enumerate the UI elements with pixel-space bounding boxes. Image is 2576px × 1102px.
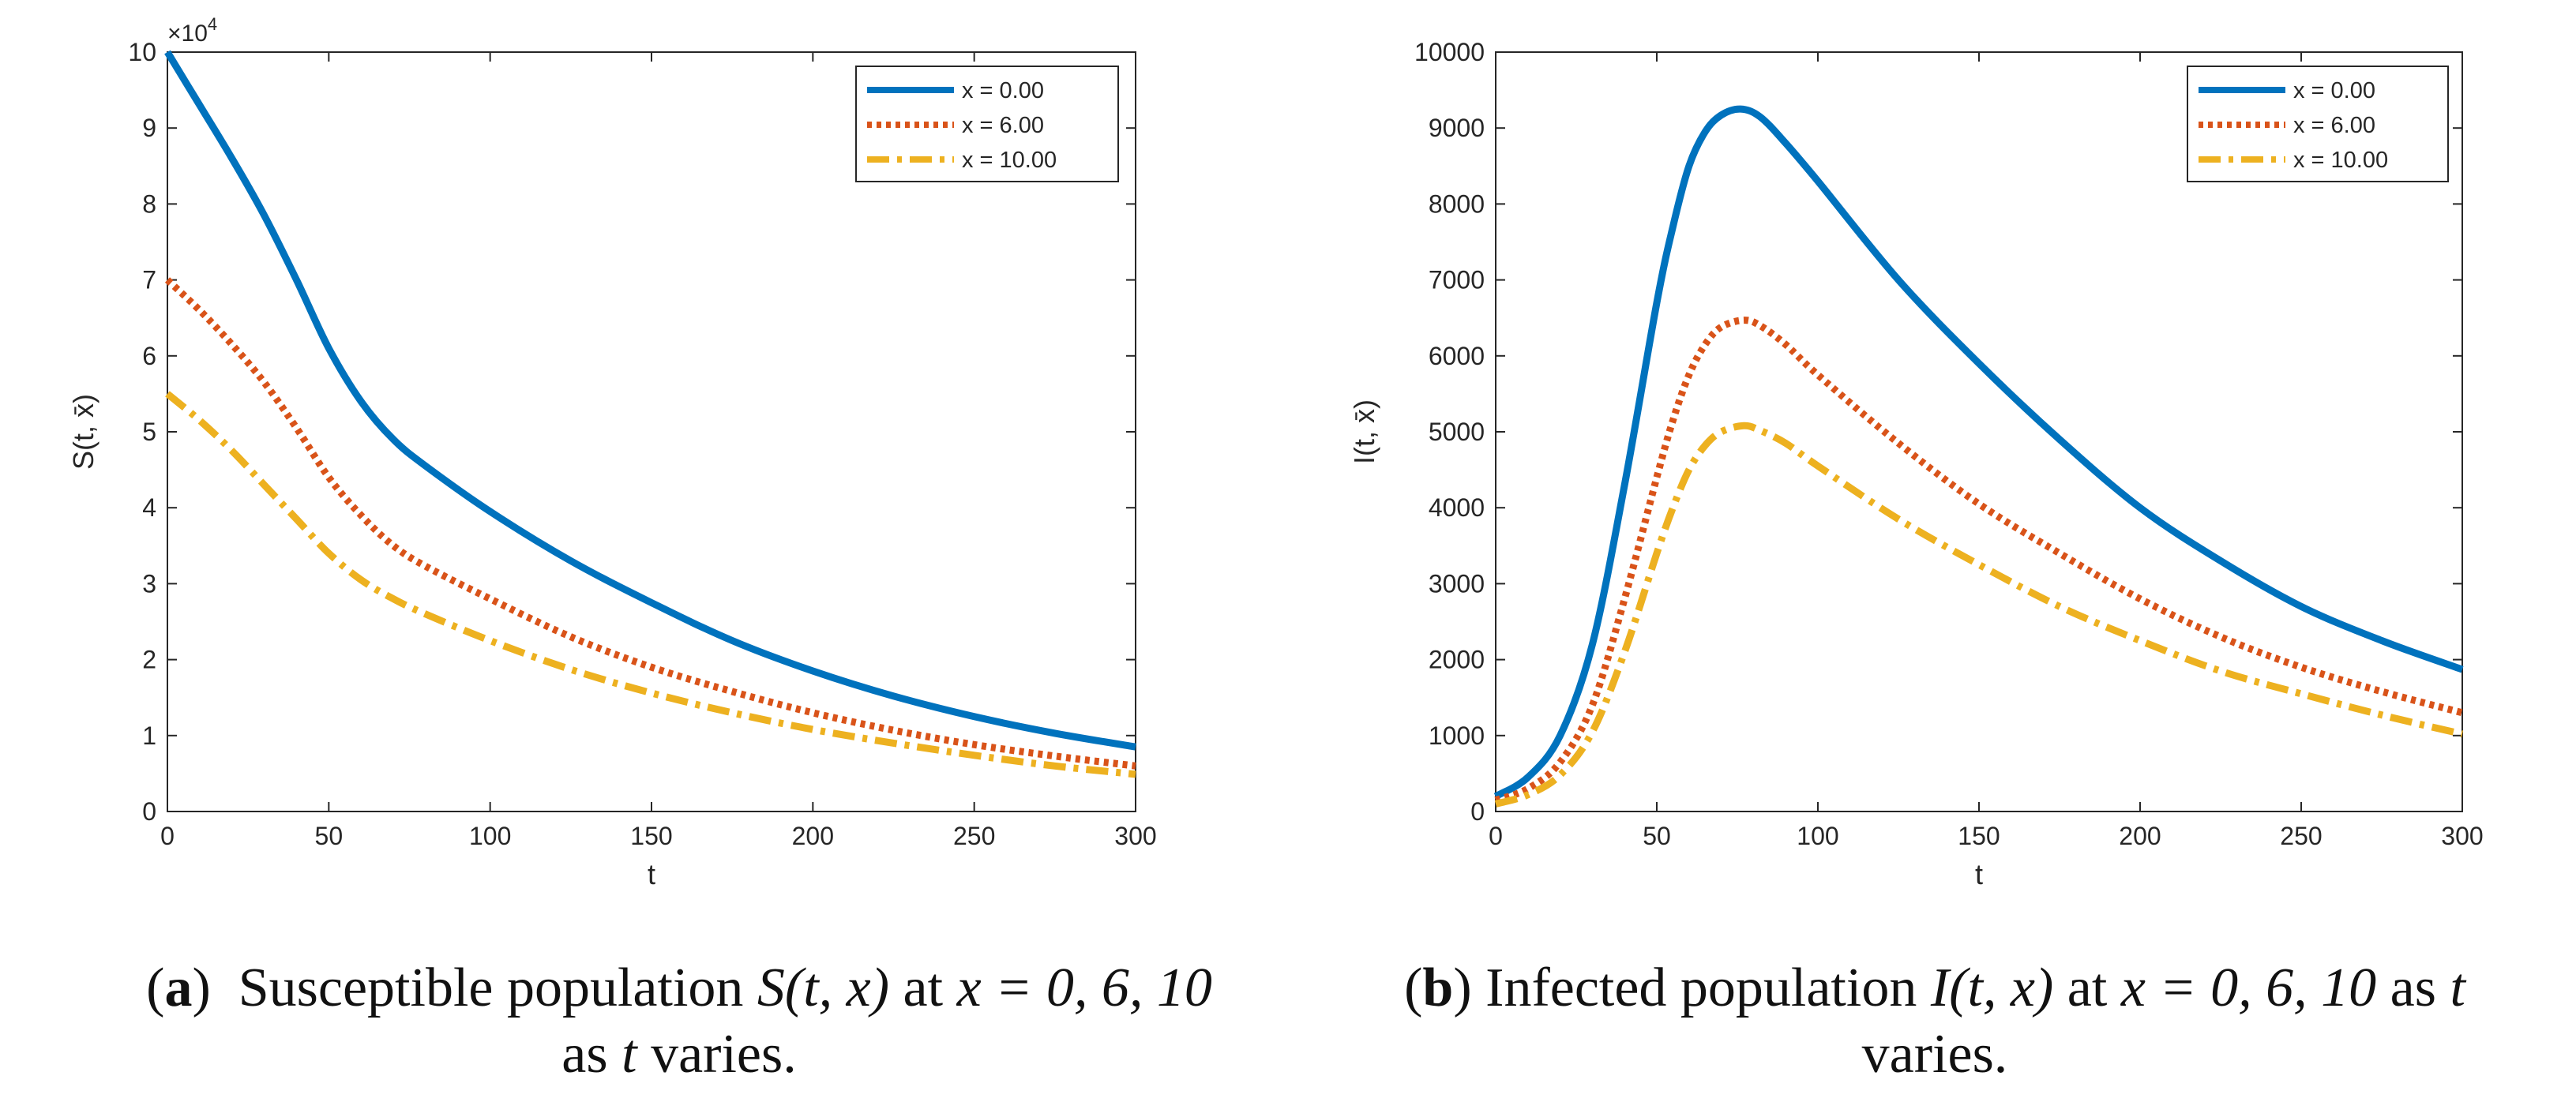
caption-a-at: at: [903, 958, 944, 1018]
caption-b-text: Infected population: [1485, 958, 1917, 1018]
chart1-y-tick-label: 3: [142, 569, 156, 598]
chart2-y-tick-label: 3000: [1429, 569, 1485, 598]
chart2-y-tick-label: 8000: [1429, 189, 1485, 218]
chart2-x-tick-label: 50: [1643, 822, 1671, 850]
chart2-y-tick-label: 5000: [1429, 418, 1485, 446]
caption-b-line2: varies.: [1861, 1024, 2008, 1085]
chart2-y-tick-label: 1000: [1429, 722, 1485, 750]
chart2-x-tick-label: 100: [1797, 822, 1838, 850]
chart2-y-tick-label: 0: [1470, 797, 1485, 826]
chart2-x-tick-label: 200: [2119, 822, 2161, 850]
caption-b-as: as: [2390, 958, 2436, 1018]
chart1-y-tick-label: 9: [142, 114, 156, 142]
chart2-x-tick-label: 300: [2441, 822, 2483, 850]
chart2-y-tick-label: 7000: [1429, 266, 1485, 294]
caption-b: (b) Infected population I(t, x) at x = 0…: [1311, 955, 2559, 1088]
chart1-y-exponent-label: ×104: [167, 14, 217, 47]
caption-a-text: Susceptible population: [238, 958, 744, 1018]
caption-a-args: (t, x): [784, 958, 890, 1018]
chart2-series-line-2: [1494, 317, 2464, 804]
chart1-x-tick-label: 150: [630, 822, 672, 850]
panel-b-infected-chart: 0 50 100 150 200 250 3000100020003000400050006…: [1348, 38, 2484, 890]
caption-a-varies: varies.: [651, 1024, 797, 1085]
chart1-legend-label-1: x = 0.00: [962, 78, 1044, 103]
chart1-y-tick-label: 0: [142, 797, 156, 826]
chart1-series-line-2: [164, 277, 1136, 770]
caption-b-at: at: [2067, 958, 2108, 1018]
caption-b-label: b: [1422, 958, 1454, 1018]
chart2-x-tick-label: 250: [2280, 822, 2322, 850]
chart2-series-line-3: [1494, 422, 2464, 808]
chart2-x-tick-label: 150: [1958, 822, 2000, 850]
chart1-x-tick-label: 200: [792, 822, 834, 850]
caption-b-args: (t, x): [1949, 958, 2054, 1018]
chart2-y-axis-label: I(t, x̄): [1348, 399, 1380, 464]
chart2-x-axis-label: t: [1975, 858, 1983, 890]
chart1-x-tick-label: 300: [1114, 822, 1156, 850]
chart1-y-tick-label: 8: [142, 189, 156, 218]
chart1-x-tick-label: 50: [315, 822, 344, 850]
caption-a: (a) Susceptible population S(t, x) at x …: [103, 955, 1256, 1088]
caption-a-as: as: [561, 1024, 608, 1085]
chart2-y-tick-label: 9000: [1429, 114, 1485, 142]
caption-a-eq: x = 0, 6, 10: [956, 958, 1212, 1018]
chart2-legend-label-1: x = 0.00: [2293, 78, 2375, 103]
caption-a-t: t: [621, 1024, 637, 1085]
caption-a-line1: (a) Susceptible population S(t, x) at x …: [146, 958, 1212, 1018]
caption-b-eq: x = 0, 6, 10: [2120, 958, 2377, 1018]
panel-a-susceptible-chart: 0 50 100 150 200 250 300 0 1 2 3 4 5 6 7 8 9 10 t S(t, x̄) ×…: [67, 14, 1157, 890]
chart1-legend-label-3: x = 10.00: [962, 148, 1057, 173]
chart1-y-exponent-power: 4: [208, 14, 217, 34]
chart2-y-tick-label: 6000: [1429, 342, 1485, 370]
chart2-legend-label-2: x = 6.00: [2293, 113, 2375, 138]
caption-b-fn: I: [1930, 958, 1950, 1018]
chart1-y-tick-label: 4: [142, 493, 156, 522]
chart1-legend: x = 0.00 x = 6.00 x = 10.00: [855, 66, 1119, 182]
chart1-x-tick-label: 250: [953, 822, 995, 850]
chart1-y-tick-label: 2: [142, 646, 156, 674]
chart2-legend-label-3: x = 10.00: [2293, 148, 2388, 173]
chart2-y-tick-label: 10000: [1414, 38, 1485, 66]
chart1-y-tick-label: 7: [142, 266, 156, 294]
chart1-x-axis-label: t: [648, 858, 655, 890]
chart2-y-tick-label: 4000: [1429, 493, 1485, 522]
chart1-y-tick-label: 10: [128, 38, 156, 66]
caption-a-line2: as t varies.: [561, 1024, 796, 1085]
caption-b-line1: (b) Infected population I(t, x) at x = 0…: [1404, 958, 2465, 1018]
chart2-y-tick-label: 2000: [1429, 646, 1485, 674]
chart2-legend: x = 0.00 x = 6.00 x = 10.00: [2187, 66, 2449, 182]
chart2-series-line-1: [1493, 105, 2464, 800]
chart1-series-line-3: [165, 391, 1136, 778]
caption-a-fn: S: [757, 958, 785, 1018]
chart1-y-tick-label: 6: [142, 342, 156, 370]
chart1-legend-label-2: x = 6.00: [962, 113, 1044, 138]
chart1-y-tick-label: 1: [142, 722, 156, 750]
caption-b-t: t: [2450, 958, 2465, 1018]
chart1-y-axis-label: S(t, x̄): [67, 394, 100, 470]
chart1-x-tick-label: 100: [469, 822, 511, 850]
chart1-y-tick-label: 5: [142, 418, 156, 446]
chart1-x-tick-label: 0: [160, 822, 175, 850]
chart2-x-tick-label: 0: [1489, 822, 1503, 850]
caption-a-label: a: [164, 958, 193, 1018]
chart1-series-line-1: [164, 50, 1136, 751]
